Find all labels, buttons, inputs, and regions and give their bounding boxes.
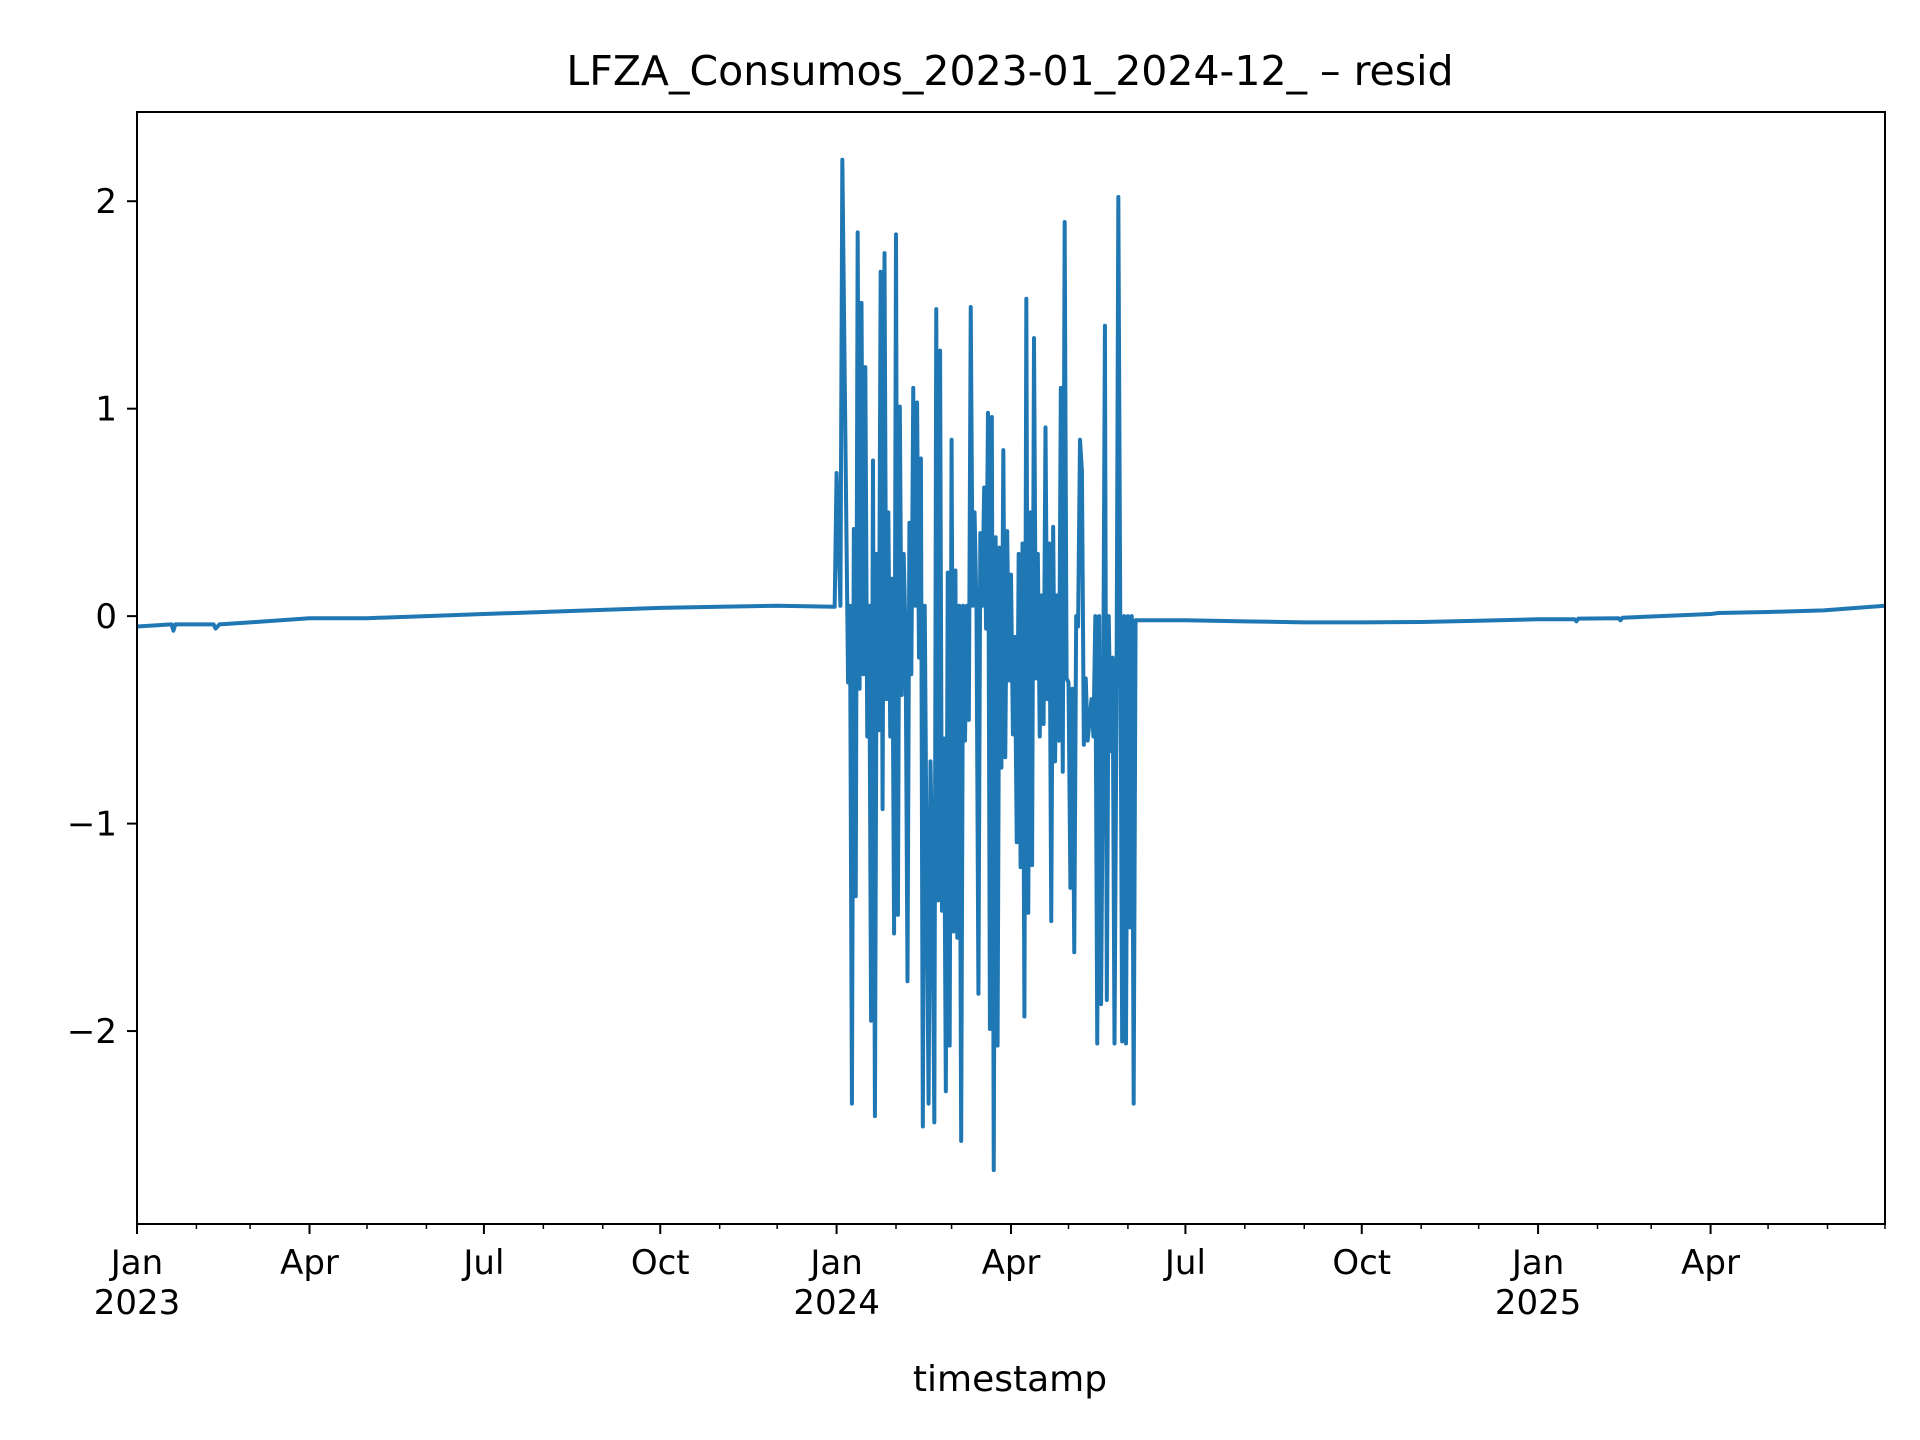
y-axis: 2 1 0 −1 −2 [67, 182, 137, 1052]
x-tick-label: Jul [461, 1243, 504, 1283]
x-tick-label: Jul [1163, 1243, 1206, 1283]
chart-title: LFZA_Consumos_2023-01_2024-12_ – resid [566, 47, 1453, 95]
x-tick-year-label: 2023 [94, 1283, 181, 1323]
x-tick-label: Jan [1510, 1243, 1564, 1283]
series-line-resid [137, 157, 1885, 1173]
y-tick-label: 1 [95, 390, 117, 430]
x-tick-label: Apr [982, 1243, 1041, 1283]
plot-content [137, 157, 1885, 1173]
x-tick-year-label: 2025 [1495, 1283, 1582, 1323]
y-tick-label: 2 [95, 182, 117, 222]
x-axis-label: timestamp [913, 1359, 1107, 1400]
y-tick-label: −2 [67, 1012, 117, 1052]
x-tick-label: Oct [631, 1243, 690, 1283]
y-tick-label: 0 [95, 597, 117, 637]
x-tick-label: Jan [109, 1243, 163, 1283]
x-tick-label: Apr [280, 1243, 339, 1283]
x-tick-label: Apr [1681, 1243, 1740, 1283]
x-tick-label: Jan [808, 1243, 862, 1283]
x-tick-label: Oct [1332, 1243, 1391, 1283]
y-tick-label: −1 [67, 805, 117, 845]
x-tick-year-label: 2024 [793, 1283, 880, 1323]
